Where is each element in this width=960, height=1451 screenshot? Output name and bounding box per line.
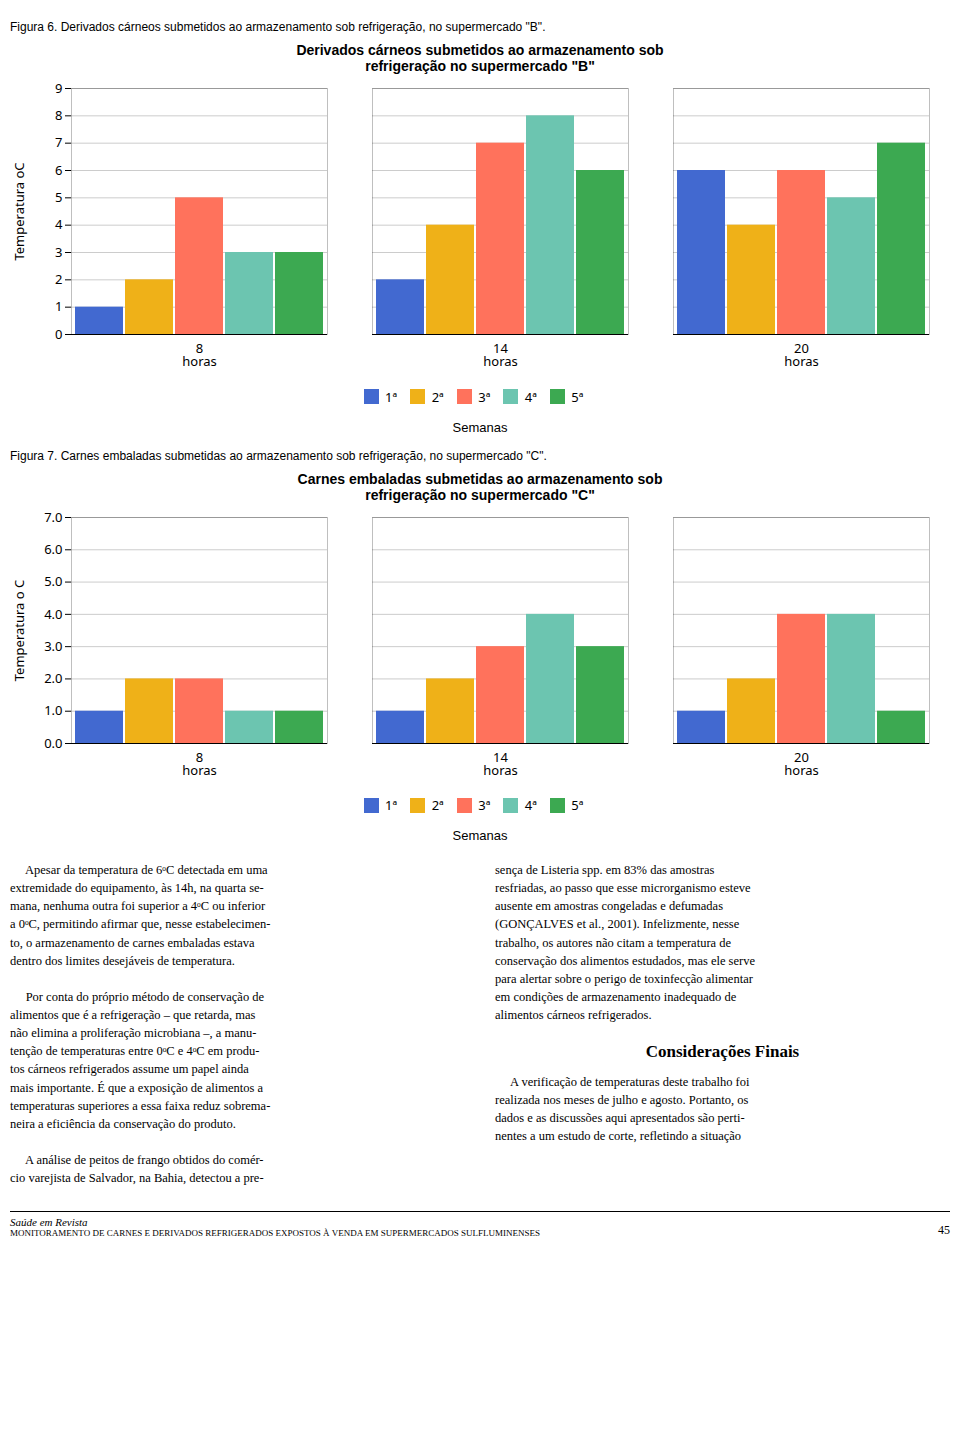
svg-text:5.0: 5.0 bbox=[44, 572, 62, 590]
html-text:Carnes embaladas submetidas ao: Carnes embaladas submetidas ao armazenam… bbox=[297, 470, 663, 503]
svg-text:4.0: 4.0 bbox=[44, 604, 62, 622]
html-text:Figura 7. Carnes embaladas sub: Figura 7. Carnes embaladas submetidas ao… bbox=[10, 448, 547, 463]
svg-text:8horas: 8horas bbox=[182, 747, 217, 778]
html-text:5ª: 5ª bbox=[571, 387, 584, 406]
html-text:Derivados cárneos submetidos a: Derivados cárneos submetidos ao armazena… bbox=[296, 42, 664, 74]
html-text:Saúde em Revista: Saúde em Revista bbox=[10, 1216, 88, 1229]
svg-text:Temperatura oC: Temperatura oC bbox=[10, 162, 28, 260]
html-text:2ª: 2ª bbox=[431, 387, 444, 406]
html-text:3ª: 3ª bbox=[478, 796, 491, 814]
svg-text:6.0: 6.0 bbox=[44, 539, 62, 557]
html-text:Semanas: Semanas bbox=[452, 419, 508, 435]
html-text:5ª: 5ª bbox=[571, 796, 584, 814]
html-text:A verificação de temperaturas: A verificação de temperaturas deste trab… bbox=[495, 1074, 750, 1144]
svg-text:7: 7 bbox=[55, 133, 62, 151]
svg-text:9: 9 bbox=[55, 79, 62, 97]
svg-text:8: 8 bbox=[55, 106, 62, 124]
svg-text:2: 2 bbox=[55, 270, 62, 288]
html-text:MONITORAMENTO DE CARNES E DERI: MONITORAMENTO DE CARNES E DERIVADOS REFR… bbox=[10, 1228, 540, 1239]
html-text:Apesar da temperatura de 6ᵒC d: Apesar da temperatura de 6ᵒC detectada e… bbox=[10, 863, 271, 1186]
svg-text:2.0: 2.0 bbox=[44, 669, 62, 687]
svg-text:8horas: 8horas bbox=[182, 339, 217, 370]
html-text:Semanas: Semanas bbox=[452, 828, 508, 843]
html-text:sença de Listeria spp. em 83%: sença de Listeria spp. em 83% das amostr… bbox=[495, 863, 755, 1022]
svg-text:0: 0 bbox=[55, 325, 62, 343]
html-text:Considerações Finais: Considerações Finais bbox=[645, 1042, 800, 1062]
svg-text:3.0: 3.0 bbox=[44, 636, 62, 654]
svg-text:14horas: 14horas bbox=[483, 747, 518, 778]
html-text:2ª: 2ª bbox=[431, 796, 444, 814]
html-text:4ª: 4ª bbox=[524, 796, 537, 814]
svg-text:20horas: 20horas bbox=[784, 747, 819, 778]
html-text:1ª: 1ª bbox=[385, 387, 398, 406]
svg-text:1: 1 bbox=[55, 297, 62, 315]
html-text:4ª: 4ª bbox=[524, 387, 537, 406]
svg-text:Temperatura o C: Temperatura o C bbox=[10, 579, 28, 681]
html-text:45: 45 bbox=[938, 1223, 950, 1238]
html-text:Figura 6. Derivados cárneos su: Figura 6. Derivados cárneos submetidos a… bbox=[10, 20, 546, 34]
svg-text:14horas: 14horas bbox=[483, 339, 518, 370]
html-text:3ª: 3ª bbox=[478, 387, 491, 406]
svg-text:7.0: 7.0 bbox=[44, 507, 62, 525]
svg-text:1.0: 1.0 bbox=[44, 701, 62, 719]
html-text:1ª: 1ª bbox=[385, 796, 398, 814]
svg-text:3: 3 bbox=[55, 243, 62, 261]
svg-text:6: 6 bbox=[55, 161, 62, 179]
svg-text:20horas: 20horas bbox=[784, 339, 819, 370]
svg-text:4: 4 bbox=[55, 215, 63, 233]
svg-text:0.0: 0.0 bbox=[44, 733, 62, 751]
svg-text:5: 5 bbox=[55, 188, 62, 206]
